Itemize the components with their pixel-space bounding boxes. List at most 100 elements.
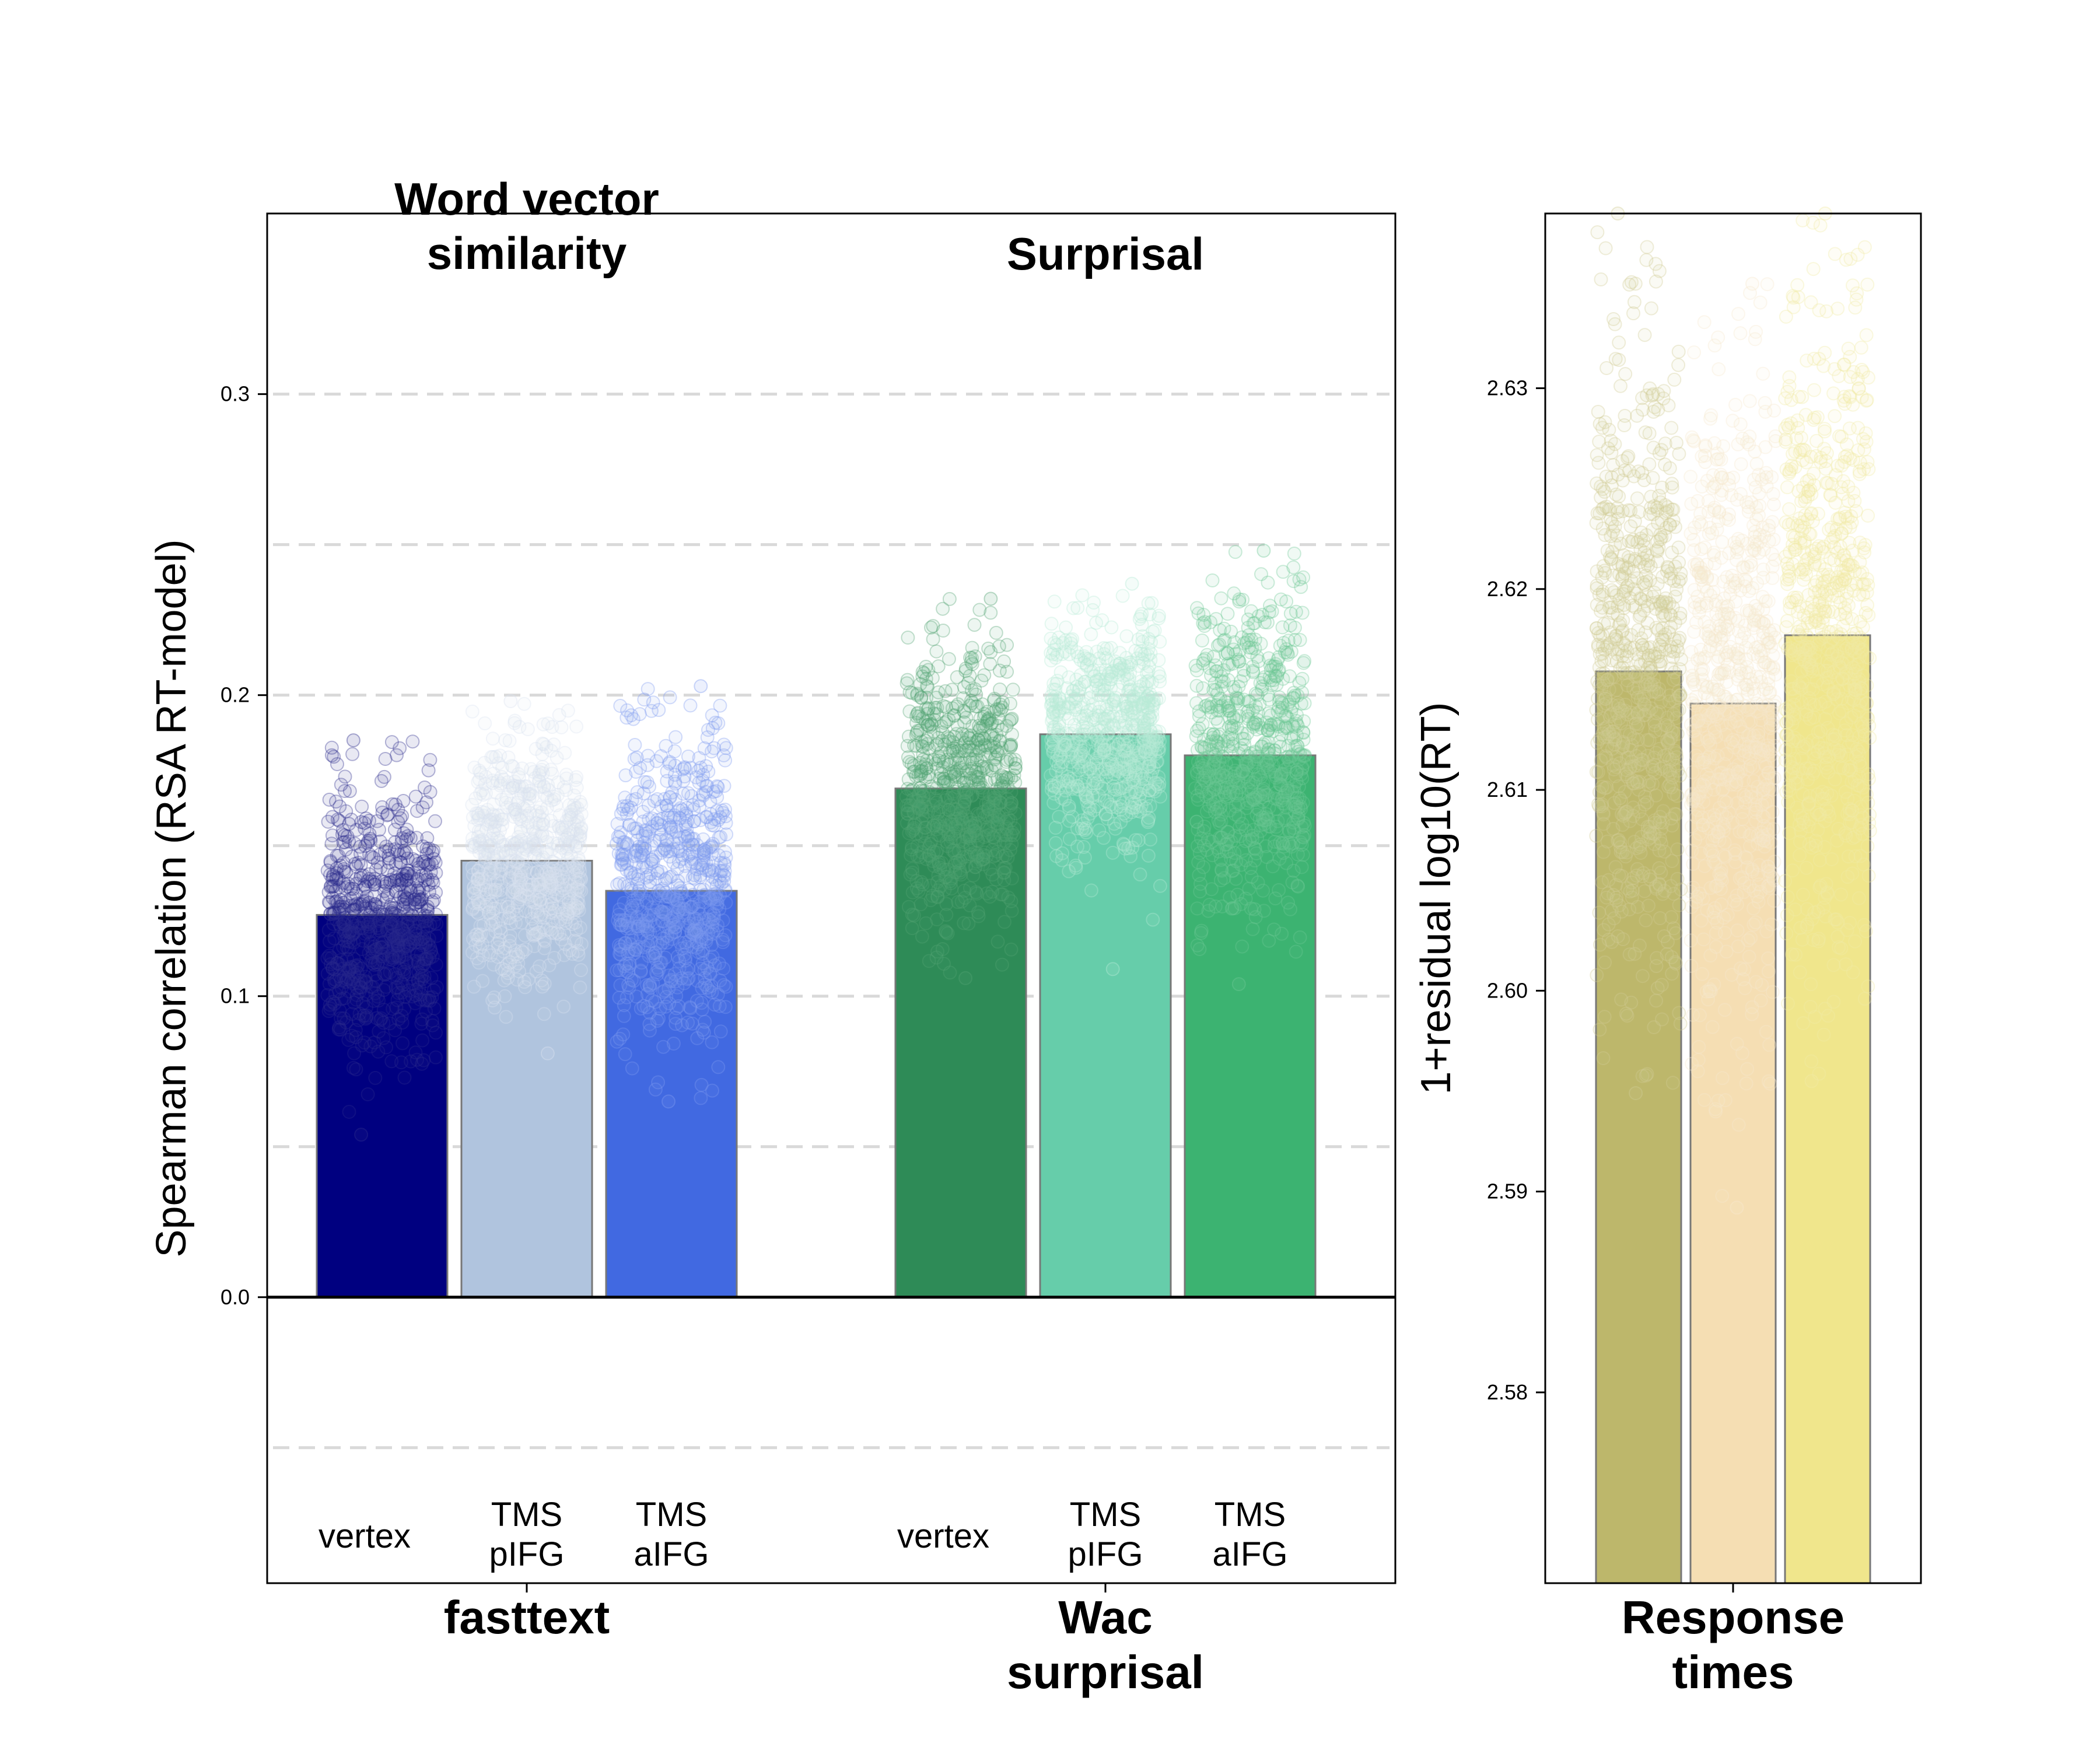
scatter-point [1098, 807, 1113, 821]
scatter-point [373, 1013, 387, 1027]
scatter-point [1620, 644, 1634, 659]
scatter-point [411, 872, 425, 886]
scatter-point [527, 838, 541, 852]
scatter-point [363, 915, 378, 929]
scatter-point [415, 938, 430, 953]
scatter-points [899, 592, 1023, 985]
scatter-point [344, 813, 359, 827]
scatter-point [1220, 646, 1235, 660]
scatter-point [358, 1012, 373, 1026]
scatter-point [682, 1000, 697, 1014]
scatter-point [359, 889, 374, 904]
scatter-point [905, 921, 919, 936]
scatter-point [537, 873, 551, 887]
scatter-point [1618, 704, 1632, 718]
scatter-point [967, 618, 982, 632]
scatter-point [964, 694, 978, 708]
scatter-point [380, 808, 394, 822]
scatter-point [419, 951, 434, 965]
scatter-point [711, 1060, 726, 1074]
scatter-point [1620, 1009, 1634, 1023]
scatter-point [934, 719, 949, 733]
scatter-point [1234, 897, 1248, 911]
scatter-point [355, 916, 369, 930]
scatter-point [372, 935, 387, 950]
scatter-point [349, 1030, 363, 1045]
scatter-point [382, 952, 396, 967]
scatter-point [625, 1061, 639, 1076]
scatter-point [384, 897, 398, 912]
scatter-point [1597, 1010, 1612, 1024]
scatter-point [393, 855, 407, 869]
scatter-point [368, 877, 382, 891]
x-group-label: fasttext [444, 1591, 610, 1643]
scatter-point [1146, 912, 1160, 927]
scatter-point [399, 873, 414, 888]
scatter-point [1614, 379, 1628, 393]
scatter-point [358, 974, 372, 988]
scatter-point [1254, 770, 1268, 785]
scatter-point [419, 1004, 433, 1019]
scatter-point [395, 1016, 410, 1030]
scatter-point [1658, 718, 1672, 732]
scatter-point [396, 1036, 410, 1051]
scatter-point [368, 986, 383, 1000]
scatter-point [362, 827, 377, 841]
scatter-point [1642, 898, 1656, 913]
scatter-point [642, 978, 657, 992]
scatter-point [1245, 922, 1260, 936]
scatter-point [334, 992, 348, 1006]
scatter-point [900, 803, 915, 818]
scatter-point [1635, 969, 1650, 984]
scatter-point [429, 980, 444, 995]
scatter-point [498, 733, 513, 747]
scatter-point [632, 883, 646, 898]
scatter-point [1612, 779, 1626, 793]
scatter-point [1286, 560, 1301, 575]
scatter-point [1644, 301, 1658, 316]
scatter-point [384, 949, 399, 963]
scatter-point [649, 754, 664, 768]
scatter-point [965, 640, 979, 655]
scatter-point [1140, 688, 1155, 703]
scatter-point [1598, 241, 1613, 256]
scatter-point [346, 909, 361, 923]
scatter-point [396, 894, 411, 909]
scatter-point [667, 744, 682, 758]
scatter-point [1294, 860, 1309, 874]
scatter-point [466, 886, 481, 901]
scatter-point [1630, 491, 1644, 506]
scatter-point [362, 867, 376, 881]
scatter-point [330, 956, 345, 970]
scatter-point [357, 1035, 372, 1050]
scatter-point [350, 965, 365, 980]
scatter-point [337, 933, 352, 948]
scatter-point [996, 695, 1010, 710]
scatter-point [1078, 782, 1093, 797]
scatter-point [400, 822, 414, 837]
scatter-point [999, 719, 1014, 733]
scatter-point [1606, 312, 1620, 326]
scatter-point [405, 734, 420, 749]
scatter-point [338, 769, 352, 784]
scatter-point [713, 1024, 728, 1039]
scatter-point [1124, 849, 1138, 863]
scatter-point [991, 813, 1005, 827]
scatter-point [1672, 768, 1687, 783]
scatter-point [498, 989, 512, 1003]
scatter-point [390, 936, 405, 950]
scatter-point [405, 908, 419, 923]
scatter-point [478, 716, 492, 730]
scatter-point [485, 732, 500, 746]
scatter-point [378, 752, 393, 766]
scatter-point [1208, 749, 1223, 763]
scatter-point [356, 896, 370, 911]
scatter-point [570, 901, 585, 915]
scatter-point [360, 874, 374, 888]
scatter-point [644, 887, 659, 902]
scatter-point [695, 1002, 709, 1017]
scatter-point [1050, 648, 1065, 662]
scatter-point [1259, 839, 1273, 853]
scatter-point [693, 868, 708, 883]
scatter-point [390, 844, 405, 858]
